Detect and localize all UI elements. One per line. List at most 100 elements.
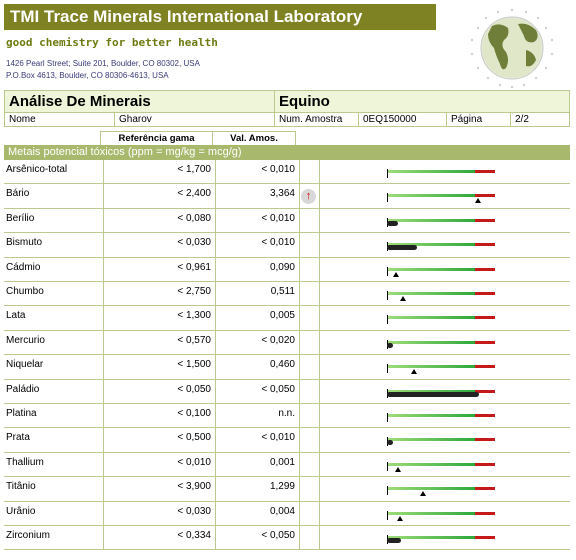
name-value: Gharov — [114, 112, 275, 127]
range-bar — [387, 264, 502, 277]
flag-cell — [300, 184, 320, 208]
table-row: Titânio < 3,900 1,299 — [4, 477, 570, 502]
address-line-1: 1426 Pearl Street; Suite 201, Boulder, C… — [6, 59, 200, 68]
range-bar — [387, 215, 502, 227]
element-name: Urânio — [6, 505, 36, 517]
high-range-bar — [475, 340, 495, 344]
lab-title: TMI Trace Minerals International Laborat… — [4, 4, 436, 30]
element-name: Platina — [6, 408, 37, 419]
ref-range: < 0,500 — [177, 432, 211, 444]
normal-range-bar — [387, 194, 475, 198]
bar-origin-tick — [387, 266, 388, 276]
sample-value: 0,090 — [269, 261, 295, 273]
ref-cell: < 0,570 — [104, 330, 216, 355]
ref-cell: < 0,050 — [104, 379, 216, 403]
ref-range: < 0,030 — [177, 505, 211, 517]
table-row: Niquelar < 1,500 0,460 — [4, 355, 570, 380]
val-cell: 3,364 — [216, 184, 300, 208]
ref-cell: < 1,500 — [104, 355, 216, 379]
range-bar — [387, 239, 502, 252]
ref-range: < 0,961 — [177, 261, 211, 273]
sample-marker-icon — [419, 491, 426, 497]
element-cell: Lata — [4, 306, 104, 330]
sample-value: 0,511 — [270, 286, 295, 297]
normal-range-bar — [387, 511, 475, 515]
range-bar — [387, 166, 502, 178]
element-cell: Urânio — [4, 501, 104, 525]
page-label: Página — [446, 112, 511, 127]
high-range-bar — [475, 438, 495, 442]
sample-value: 3,364 — [269, 188, 295, 200]
element-cell: Paládio — [4, 379, 104, 403]
normal-range-bar — [387, 487, 475, 491]
element-name: Niquelar — [6, 359, 44, 371]
high-flag-icon: ↑ — [301, 189, 316, 205]
sample-value-header: Val. Amos. — [212, 132, 296, 146]
high-range-bar — [475, 218, 495, 222]
high-range-bar — [475, 462, 495, 466]
element-name: Mercurio — [6, 334, 45, 346]
element-cell: Niquelar — [4, 355, 104, 379]
column-headers: Referência gama Val. Amos. — [100, 131, 296, 146]
sample-value: < 0,010 — [261, 432, 295, 444]
section-title: Metais potencial tóxicos (ppm = mg/kg = … — [4, 145, 570, 160]
sample-label: Num. Amostra — [274, 112, 359, 127]
element-cell: Titânio — [4, 477, 104, 501]
val-cell: 0,460 — [216, 355, 300, 379]
normal-range-bar — [387, 218, 475, 222]
element-name: Zirconium — [6, 530, 50, 541]
bar-origin-tick — [387, 291, 388, 300]
ref-range: < 2,750 — [177, 286, 211, 297]
val-cell: < 0,020 — [216, 330, 300, 355]
normal-range-bar — [387, 438, 475, 442]
sample-level-bar — [387, 391, 479, 397]
ref-cell: < 0,961 — [104, 257, 216, 281]
flag-cell — [300, 379, 320, 403]
high-range-bar — [475, 243, 495, 247]
table-row: Paládio < 0,050 < 0,050 — [4, 379, 570, 404]
ref-range: < 0,030 — [177, 237, 211, 249]
ref-range: < 1,700 — [177, 164, 211, 175]
ref-cell: < 0,080 — [104, 208, 216, 233]
table-row: Urânio < 0,030 0,004 — [4, 501, 570, 526]
element-cell: Cádmio — [4, 257, 104, 281]
bar-origin-tick — [387, 193, 388, 203]
bar-origin-tick — [387, 413, 388, 422]
sample-marker-icon — [396, 515, 403, 521]
flag-cell — [300, 330, 320, 355]
val-cell: 0,005 — [216, 306, 300, 330]
ref-range: < 0,010 — [177, 456, 211, 468]
sample-level-bar — [387, 220, 398, 226]
sample-value: < 0,010 — [261, 164, 295, 175]
val-cell: 1,299 — [216, 477, 300, 501]
val-cell: < 0,010 — [216, 208, 300, 233]
ref-cell: < 2,750 — [104, 282, 216, 306]
val-cell: < 0,010 — [216, 233, 300, 257]
normal-range-bar — [387, 170, 475, 173]
table-row: Platina < 0,100 n.n. — [4, 404, 570, 429]
element-name: Paládio — [6, 383, 40, 395]
sample-marker-icon — [394, 466, 401, 472]
report-title: Análise De Minerais — [4, 90, 275, 113]
val-cell: < 0,050 — [216, 526, 300, 550]
high-range-bar — [475, 536, 495, 539]
high-range-bar — [475, 194, 495, 198]
table-row: Mercurio < 0,570 < 0,020 — [4, 330, 570, 356]
element-cell: Platina — [4, 404, 104, 428]
element-cell: Bismuto — [4, 233, 104, 257]
range-bar — [387, 532, 502, 544]
element-name: Thallium — [6, 456, 44, 468]
bar-origin-tick — [387, 461, 388, 471]
high-range-bar — [475, 292, 495, 295]
ref-range: < 1,300 — [177, 310, 211, 322]
range-bar — [387, 434, 502, 447]
ref-cell: < 0,030 — [104, 233, 216, 257]
flag-cell — [300, 501, 320, 525]
element-cell: Thallium — [4, 452, 104, 477]
ref-range-header: Referência gama — [100, 132, 212, 146]
high-range-bar — [475, 487, 495, 491]
sample-level-bar — [387, 245, 418, 251]
element-cell: Prata — [4, 428, 104, 452]
normal-range-bar — [387, 462, 475, 466]
val-cell: 0,004 — [216, 501, 300, 525]
